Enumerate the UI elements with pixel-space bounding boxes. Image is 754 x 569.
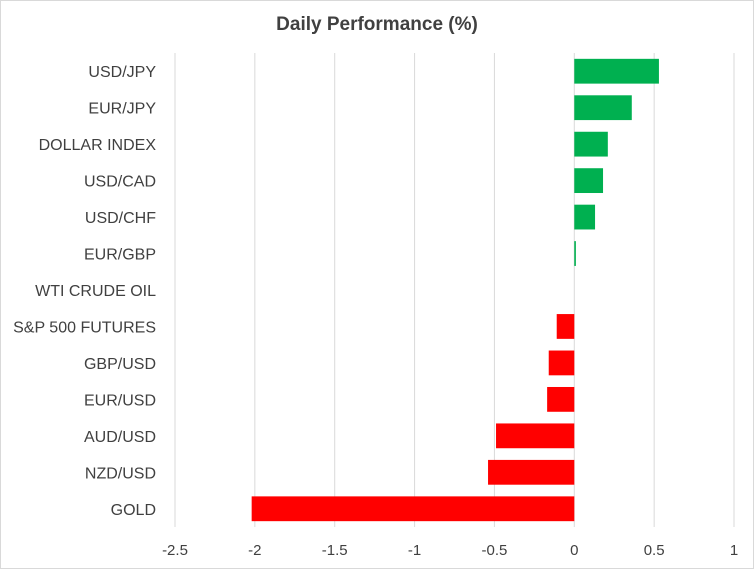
bar-eur-gbp bbox=[574, 241, 576, 266]
x-tick-label: 0.5 bbox=[644, 542, 665, 559]
category-label: WTI CRUDE OIL bbox=[35, 283, 156, 300]
bar-dollar-index bbox=[574, 131, 608, 157]
category-label: EUR/JPY bbox=[88, 101, 156, 118]
category-label: GOLD bbox=[111, 502, 156, 519]
x-tick-label: -1.5 bbox=[322, 542, 348, 559]
x-tick-label: -2 bbox=[248, 542, 261, 559]
x-tick-label: -1 bbox=[408, 542, 421, 559]
bar-usd-jpy bbox=[574, 58, 659, 84]
category-label: USD/CHF bbox=[85, 210, 156, 227]
bar-s-p-500-futures bbox=[556, 314, 575, 339]
bar-gbp-usd bbox=[548, 350, 575, 376]
category-label: AUD/USD bbox=[84, 429, 156, 446]
x-tick-label: 1 bbox=[730, 542, 738, 559]
bar-nzd-usd bbox=[488, 459, 575, 485]
category-label: USD/JPY bbox=[88, 64, 156, 81]
bar-gold bbox=[251, 496, 575, 522]
x-tick-label: -0.5 bbox=[481, 542, 507, 559]
category-label: DOLLAR INDEX bbox=[39, 137, 157, 154]
category-label: S&P 500 FUTURES bbox=[13, 319, 156, 336]
category-label: USD/CAD bbox=[84, 174, 156, 191]
x-tick-labels: -2.5 -2 -1.5 -1 -0.5 0 0.5 1 bbox=[162, 542, 738, 559]
category-label: NZD/USD bbox=[85, 465, 156, 482]
bar-usd-chf bbox=[574, 204, 596, 230]
bar-eur-usd bbox=[547, 386, 575, 412]
bars bbox=[251, 58, 659, 522]
bar-usd-cad bbox=[574, 168, 604, 194]
category-label: EUR/GBP bbox=[84, 247, 156, 264]
category-label: GBP/USD bbox=[84, 356, 156, 373]
x-tick-label: -2.5 bbox=[162, 542, 188, 559]
chart-title: Daily Performance (%) bbox=[276, 14, 478, 35]
bar-eur-jpy bbox=[574, 95, 632, 121]
gridlines bbox=[174, 53, 735, 527]
category-labels: USD/JPY EUR/JPY DOLLAR INDEX USD/CAD USD/CHF… bbox=[13, 64, 156, 519]
x-tick-label: 0 bbox=[570, 542, 578, 559]
bar-aud-usd bbox=[496, 423, 575, 449]
category-label: EUR/USD bbox=[84, 392, 156, 409]
